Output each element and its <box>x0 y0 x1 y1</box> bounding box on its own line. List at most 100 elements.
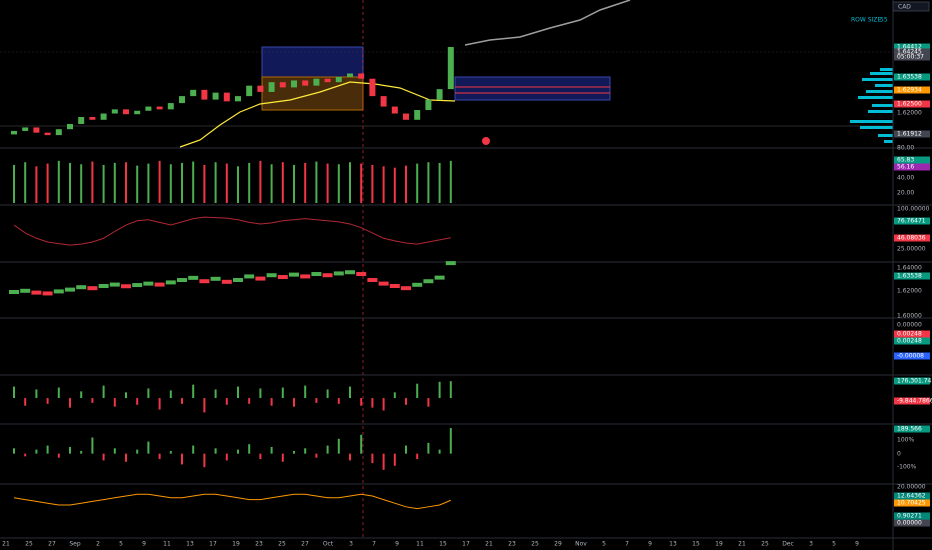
histogram-bar <box>281 162 284 203</box>
histogram-bar <box>315 398 318 403</box>
price-label-bg <box>894 48 930 56</box>
histogram-bar <box>169 164 172 203</box>
price-label: 0.00248 <box>897 331 922 338</box>
histogram-bar <box>405 445 407 454</box>
box <box>261 46 364 78</box>
currency-button[interactable] <box>892 1 930 12</box>
row-size-label: ROW SIZE <box>851 17 881 24</box>
histogram-bar <box>281 453 284 462</box>
price-label: 56.16 <box>897 164 914 171</box>
candle <box>100 113 107 120</box>
histogram-bar <box>281 387 284 399</box>
candle <box>279 82 286 88</box>
price-label: 1.62934 <box>897 87 922 94</box>
histogram-bar <box>382 453 385 470</box>
histogram-bar <box>259 453 262 460</box>
histogram-bar <box>349 162 351 203</box>
histogram-bar <box>237 449 239 454</box>
histogram-bar <box>46 398 49 404</box>
time-label: 9 <box>395 541 399 548</box>
close-block <box>423 279 434 284</box>
histogram-bar <box>237 386 239 399</box>
time-label: 7 <box>625 541 629 548</box>
price-label-bg <box>894 86 930 94</box>
histogram-bar <box>113 162 116 203</box>
price-label: 1.63538 <box>897 273 922 280</box>
price-label: 40.00 <box>897 175 914 182</box>
time-label: 5 <box>832 541 836 548</box>
histogram-bar <box>91 437 94 454</box>
price-label: 1.60000 <box>897 313 922 320</box>
candle <box>391 106 398 114</box>
histogram-bar <box>46 163 49 203</box>
price-label: 176,301.74522 <box>897 378 932 385</box>
price-label-bg <box>894 337 930 345</box>
candle <box>425 99 432 111</box>
projection <box>464 0 631 46</box>
close-block <box>121 284 131 289</box>
histogram-bar <box>181 162 183 203</box>
candle <box>246 85 253 97</box>
candle <box>335 76 342 83</box>
price-label-bg <box>894 397 930 405</box>
price-label-bg <box>894 53 930 61</box>
close-block <box>289 272 299 277</box>
candle <box>179 96 185 104</box>
moving-average <box>179 81 456 148</box>
histogram-bar <box>80 164 83 203</box>
candle <box>223 92 230 102</box>
time-label: 5 <box>119 541 123 548</box>
histogram-bar <box>102 453 105 461</box>
histogram-bar <box>91 398 94 403</box>
price-label: 1.62000 <box>897 110 922 117</box>
price-label: 05:00:37 <box>897 54 924 61</box>
histogram-bar <box>427 162 430 203</box>
histogram-bar <box>304 385 307 399</box>
price-label: 10.70425 <box>897 500 926 507</box>
close-block <box>20 288 31 293</box>
time-label: 27 <box>48 541 56 548</box>
close-block <box>367 278 378 283</box>
histogram-bar <box>169 450 172 454</box>
histogram-bar <box>13 448 15 454</box>
price-label-bg <box>894 130 930 138</box>
histogram-bar <box>237 166 239 203</box>
histogram-bar <box>393 392 396 399</box>
close-block <box>401 286 411 291</box>
time-label: 25 <box>278 541 286 548</box>
price-label: 1.63538 <box>897 74 922 81</box>
candle <box>156 106 163 110</box>
candle <box>111 109 118 114</box>
close-block <box>333 271 344 276</box>
price-label: 1.64412 <box>897 44 922 51</box>
histogram-bar <box>248 398 251 404</box>
histogram-bar <box>192 161 195 203</box>
price-label: 1.62500 <box>897 101 922 108</box>
price-label-bg <box>894 492 930 500</box>
candle <box>190 89 197 97</box>
candle <box>78 117 85 124</box>
histogram-bar <box>248 162 251 203</box>
time-label: 9 <box>648 541 652 548</box>
histogram-bar <box>158 398 161 410</box>
histogram-bar <box>136 398 139 405</box>
price-label-bg <box>894 499 930 507</box>
histogram-bar <box>393 453 396 466</box>
time-label: 21 <box>2 541 10 548</box>
close-block <box>300 274 311 279</box>
histogram-bar <box>225 453 228 461</box>
candle <box>414 110 421 120</box>
time-label: 5 <box>602 541 606 548</box>
time-label: 3 <box>349 541 353 548</box>
price-label-bg <box>894 512 930 520</box>
alert-icon[interactable] <box>482 137 490 145</box>
time-label: 27 <box>301 541 309 548</box>
candle <box>33 127 40 133</box>
histogram-bar <box>57 453 60 458</box>
price-label-bg <box>894 163 930 171</box>
candle <box>324 78 331 83</box>
histogram-bar <box>80 450 83 454</box>
price-label-bg <box>894 156 930 164</box>
close-block <box>266 273 277 278</box>
